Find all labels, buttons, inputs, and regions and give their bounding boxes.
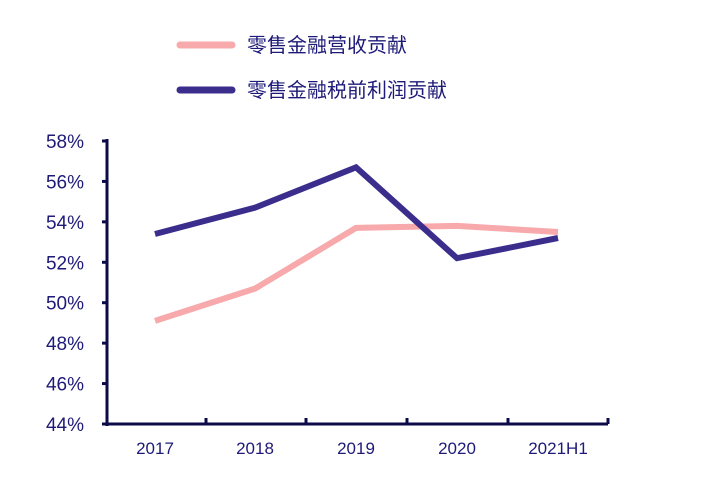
axes: [105, 139, 608, 426]
x-axis-ticks: 2017 2018 2019 2020 2021H1: [105, 418, 610, 458]
y-tick-label: 46%: [46, 375, 84, 396]
legend-label-profit: 零售金融税前利润贡献: [247, 78, 447, 102]
y-tick-label: 52%: [46, 253, 84, 274]
legend: 零售金融营收贡献 零售金融税前利润贡献: [176, 33, 447, 102]
x-tick-label: 2019: [337, 439, 375, 458]
y-tick-label: 56%: [46, 172, 84, 193]
series-line-revenue: [154, 222, 559, 324]
x-tick-label: 2021H1: [528, 439, 588, 458]
x-tick-label: 2020: [438, 439, 476, 458]
y-tick-label: 48%: [46, 334, 84, 355]
y-tick-label: 58%: [46, 132, 84, 153]
y-tick-label: 54%: [46, 213, 84, 234]
y-axis-ticks: 44% 46% 48% 50% 52% 54% 56% 58%: [46, 132, 107, 436]
y-tick-label: 50%: [46, 294, 84, 315]
y-tick-label: 44%: [46, 415, 84, 436]
legend-label-revenue: 零售金融营收贡献: [247, 33, 407, 57]
series-lines: [154, 163, 559, 324]
series-line-profit: [154, 163, 559, 262]
x-tick-label: 2017: [136, 439, 174, 458]
x-tick-label: 2018: [236, 439, 274, 458]
